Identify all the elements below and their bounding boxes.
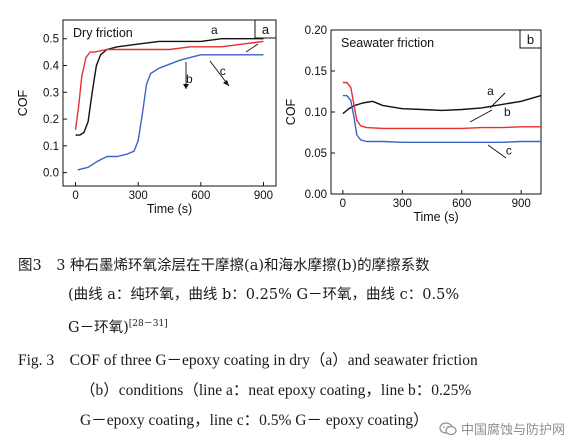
panel-a-ytick-label-2: 0.2 (43, 114, 59, 126)
panel-a-xtick-label-2: 600 (191, 190, 210, 202)
caption-chinese: 图3 3 种石墨烯环氧涂层在干摩擦(a)和海水摩擦(b)的摩擦系数 (曲线 a：… (18, 252, 568, 343)
annotation-pointer-4 (469, 109, 493, 123)
panel-b-ytick-label-0: 0.00 (305, 189, 327, 201)
panel-a-series-b (74, 40, 264, 130)
panel-b-series-b (342, 81, 541, 130)
panel-b-ytick-label-2: 0.10 (305, 107, 327, 119)
panel-b-letter-box (519, 29, 542, 49)
panel-a-title: Dry friction (73, 26, 133, 40)
caption-en-line-2: （b）conditions（line a：neat epoxy coating，… (80, 382, 472, 399)
panel-b-annotation-b: b (504, 105, 511, 119)
panel-a-annotation-b: b (186, 72, 193, 86)
panel-a-xtick-label-0: 0 (72, 190, 78, 202)
panel-b-letter: b (527, 32, 534, 47)
panel-b-annotation-c: c (506, 144, 512, 158)
panel-b-series-c (342, 94, 541, 144)
panel-a-ylabel: COF (16, 89, 30, 116)
panel-a-letter: a (262, 22, 270, 37)
caption-en-line-1: Fig. 3 COF of three G－epoxy coating in d… (18, 352, 478, 369)
caption-zh-line-2: (曲线 a：纯环氧，曲线 b：0.25% G－环氧，曲线 c：0.5% (68, 287, 460, 303)
panel-a: 0.0 0.1 0.2 0.3 0.4 0.5 0 300 600 900 Time (s) COF D… (16, 19, 277, 216)
caption-zh-reference: [28－31] (128, 319, 168, 329)
panel-a-ytick-label-4: 0.4 (43, 61, 60, 73)
panel-a-ytick-label-1: 0.1 (43, 141, 59, 153)
caption-zh-line-1: 图3 3 种石墨烯环氧涂层在干摩擦(a)和海水摩擦(b)的摩擦系数 (18, 258, 430, 274)
annotation-arrowhead-1 (223, 80, 229, 86)
annotation-pointer-0 (245, 43, 259, 53)
caption-english: Fig. 3 COF of three G－epoxy coating in d… (18, 346, 568, 436)
figure-charts: 0.0 0.1 0.2 0.3 0.4 0.5 0 300 600 900 Time (s) COF D… (16, 19, 542, 224)
panel-a-ytick-label-3: 0.3 (43, 87, 59, 99)
watermark: 中国腐蚀与防护网 (439, 419, 565, 438)
annotation-pointer-3 (489, 92, 506, 109)
annotation-arrowhead-0 (183, 84, 189, 89)
panel-a-annotation-c: c (220, 64, 226, 78)
panel-b-xtick-label-0: 0 (340, 198, 346, 210)
panel-b-xtick-label-1: 300 (393, 198, 412, 210)
wechat-icon (439, 421, 457, 435)
panel-a-series-a (75, 38, 264, 136)
panel-a-xtick-label-3: 900 (254, 190, 273, 202)
panel-a-annotation-a: a (211, 23, 218, 37)
panel-b-series-a (342, 94, 542, 115)
panel-b-annotation-a: a (487, 84, 494, 98)
panel-a-letter-box (254, 19, 277, 39)
annotation-pointer-5 (487, 144, 507, 159)
panel-a-series-c (77, 54, 264, 171)
panel-b-ytick-label-4: 0.20 (305, 25, 327, 37)
panel-a-xtick-label-1: 300 (129, 190, 148, 202)
panel-b-title: Seawater friction (341, 36, 434, 50)
panel-b-ytick-label-3: 0.15 (305, 66, 327, 78)
watermark-text: 中国腐蚀与防护网 (460, 423, 565, 438)
panel-b: 0.00 0.05 0.10 0.15 0.20 0 300 600 900 Time (s) CO… (284, 25, 542, 224)
panel-a-ytick-label-5: 0.5 (43, 34, 59, 46)
panel-b-xlabel: Time (s) (413, 210, 458, 224)
caption-zh-line-3: G－环氧) (68, 319, 129, 336)
panel-b-ylabel: COF (284, 98, 298, 125)
panel-b-xtick-label-3: 900 (512, 198, 531, 210)
caption-en-line-3: G－epoxy coating，line c：0.5% G－ epoxy coa… (80, 412, 429, 429)
panel-a-ytick-label-0: 0.0 (43, 168, 59, 180)
panel-a-frame (62, 19, 277, 187)
panel-a-xlabel: Time (s) (147, 202, 192, 216)
panel-b-ytick-label-1: 0.05 (305, 148, 327, 160)
panel-b-xtick-label-2: 600 (452, 198, 471, 210)
